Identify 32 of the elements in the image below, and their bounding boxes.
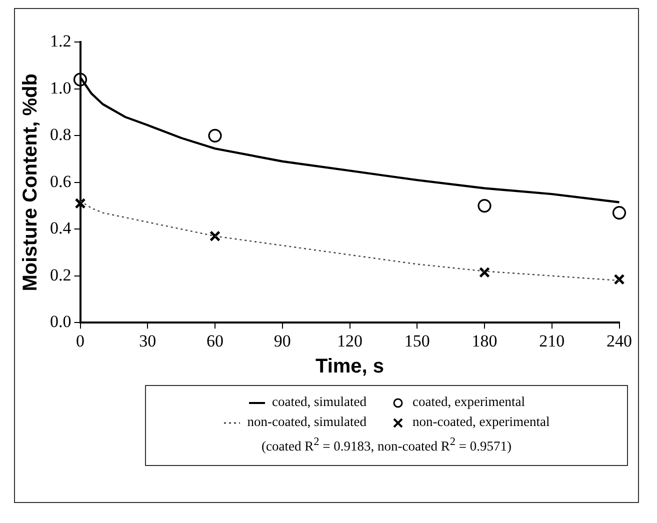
x-tick-label: 240 [606,331,632,350]
point [612,206,626,220]
line-series [80,200,620,282]
x-tick-label: 180 [472,331,498,350]
x-tick-label: 90 [274,331,291,350]
x-tick-label: 210 [539,331,565,350]
point [73,72,88,86]
x-tick-label: 150 [404,331,430,350]
y-tick-label: 0.6 [50,172,72,191]
y-tick-label: 1.0 [50,78,72,98]
x-axis-title: Time, s [315,356,384,378]
x-tick-label: 60 [206,331,224,350]
legend-label: non-coated, simulated [247,414,366,429]
x-tick-label: 0 [76,331,84,350]
y-tick-label: 0.4 [50,218,72,238]
y-tick-label: 0.8 [50,125,72,144]
y-tick-label: 1.2 [50,32,72,51]
x-tick-label: 30 [139,331,156,350]
point [479,266,490,278]
y-axis-title: Moisture Content, %db [20,74,42,292]
legend-label: coated, experimental [412,394,525,409]
text: (coated R$^{2}$ = 0.9183, non-coated R$^{2}$ = 0.9571) [260,435,512,456]
y-tick-label: 0.2 [50,265,72,284]
x-tick-label: 120 [337,331,362,350]
point [478,198,492,213]
point [614,274,625,285]
y-tick-label: 0.0 [50,312,72,332]
point [208,128,222,142]
legend-label: coated, simulated [272,394,366,409]
point [74,198,86,209]
point [210,230,220,242]
legend-label: non-coated, experimental [412,414,550,429]
